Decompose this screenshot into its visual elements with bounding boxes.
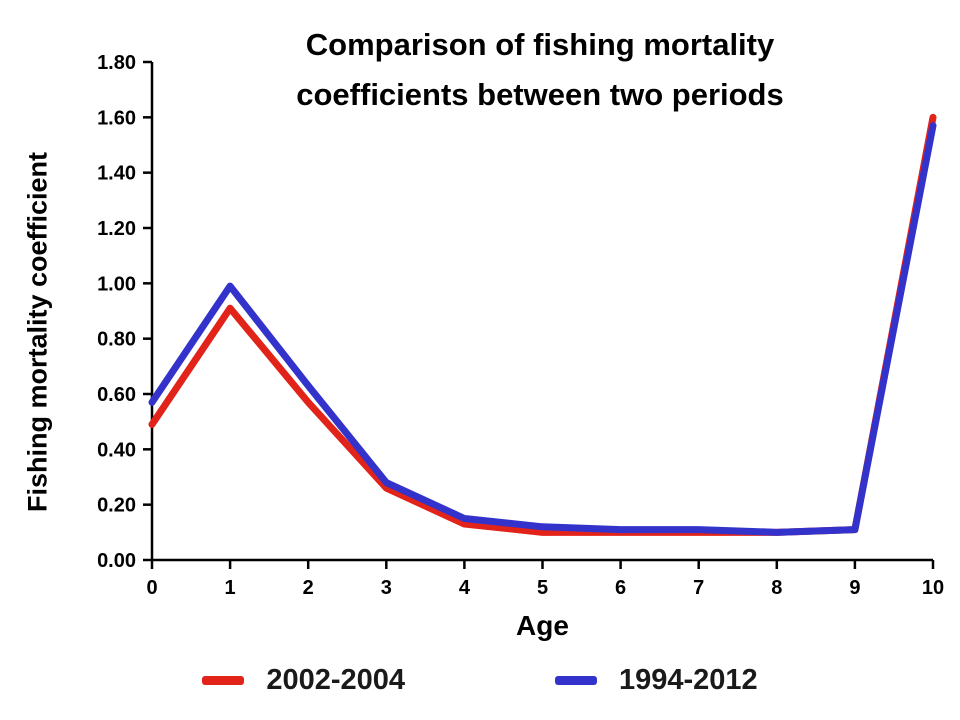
x-tick-label: 5	[537, 577, 548, 599]
y-tick-label: 0.40	[97, 439, 136, 461]
legend-marker-1994-2012-icon	[555, 676, 597, 685]
x-tick-label: 4	[459, 577, 471, 599]
y-tick-label: 0.00	[97, 550, 136, 572]
y-tick-label: 1.40	[97, 163, 136, 185]
x-tick-label: 1	[225, 577, 236, 599]
x-tick-label: 7	[693, 577, 704, 599]
y-tick-label: 0.20	[97, 495, 136, 517]
chart-title-line1: Comparison of fishing mortality	[305, 27, 775, 62]
x-tick-label: 6	[615, 577, 626, 599]
x-tick-label: 2	[303, 577, 314, 599]
chart-title-line2: coefficients between two periods	[296, 76, 784, 112]
x-tick-label: 9	[849, 577, 860, 599]
x-tick-label: 3	[381, 577, 392, 599]
legend-label-1994-2012: 1994-2012	[619, 664, 758, 696]
y-tick-label: 1.60	[97, 107, 136, 129]
axes	[150, 62, 933, 562]
series-line-2002-2004	[148, 113, 937, 536]
x-tick-label: 8	[771, 577, 782, 599]
x-axis-label: Age	[516, 610, 569, 641]
y-tick-label: 1.80	[97, 52, 136, 74]
x-tick-label: 10	[922, 577, 944, 599]
y-tick-label: 1.20	[97, 218, 136, 240]
legend-item-2002-2004: 2002-2004	[202, 664, 405, 697]
chart-title: Comparison of fishing mortality coeffici…	[130, 20, 950, 119]
legend: 2002-2004 1994-2012	[0, 664, 960, 697]
y-tick-label: 1.00	[97, 273, 136, 295]
legend-item-1994-2012: 1994-2012	[555, 664, 758, 697]
legend-marker-2002-2004-icon	[202, 676, 245, 685]
y-tick-label: 0.80	[97, 329, 136, 351]
x-tick-label: 0	[146, 577, 157, 599]
y-tick-label: 0.60	[97, 384, 136, 406]
series-line-1994-2012	[148, 122, 937, 536]
legend-label-2002-2004: 2002-2004	[266, 664, 405, 696]
